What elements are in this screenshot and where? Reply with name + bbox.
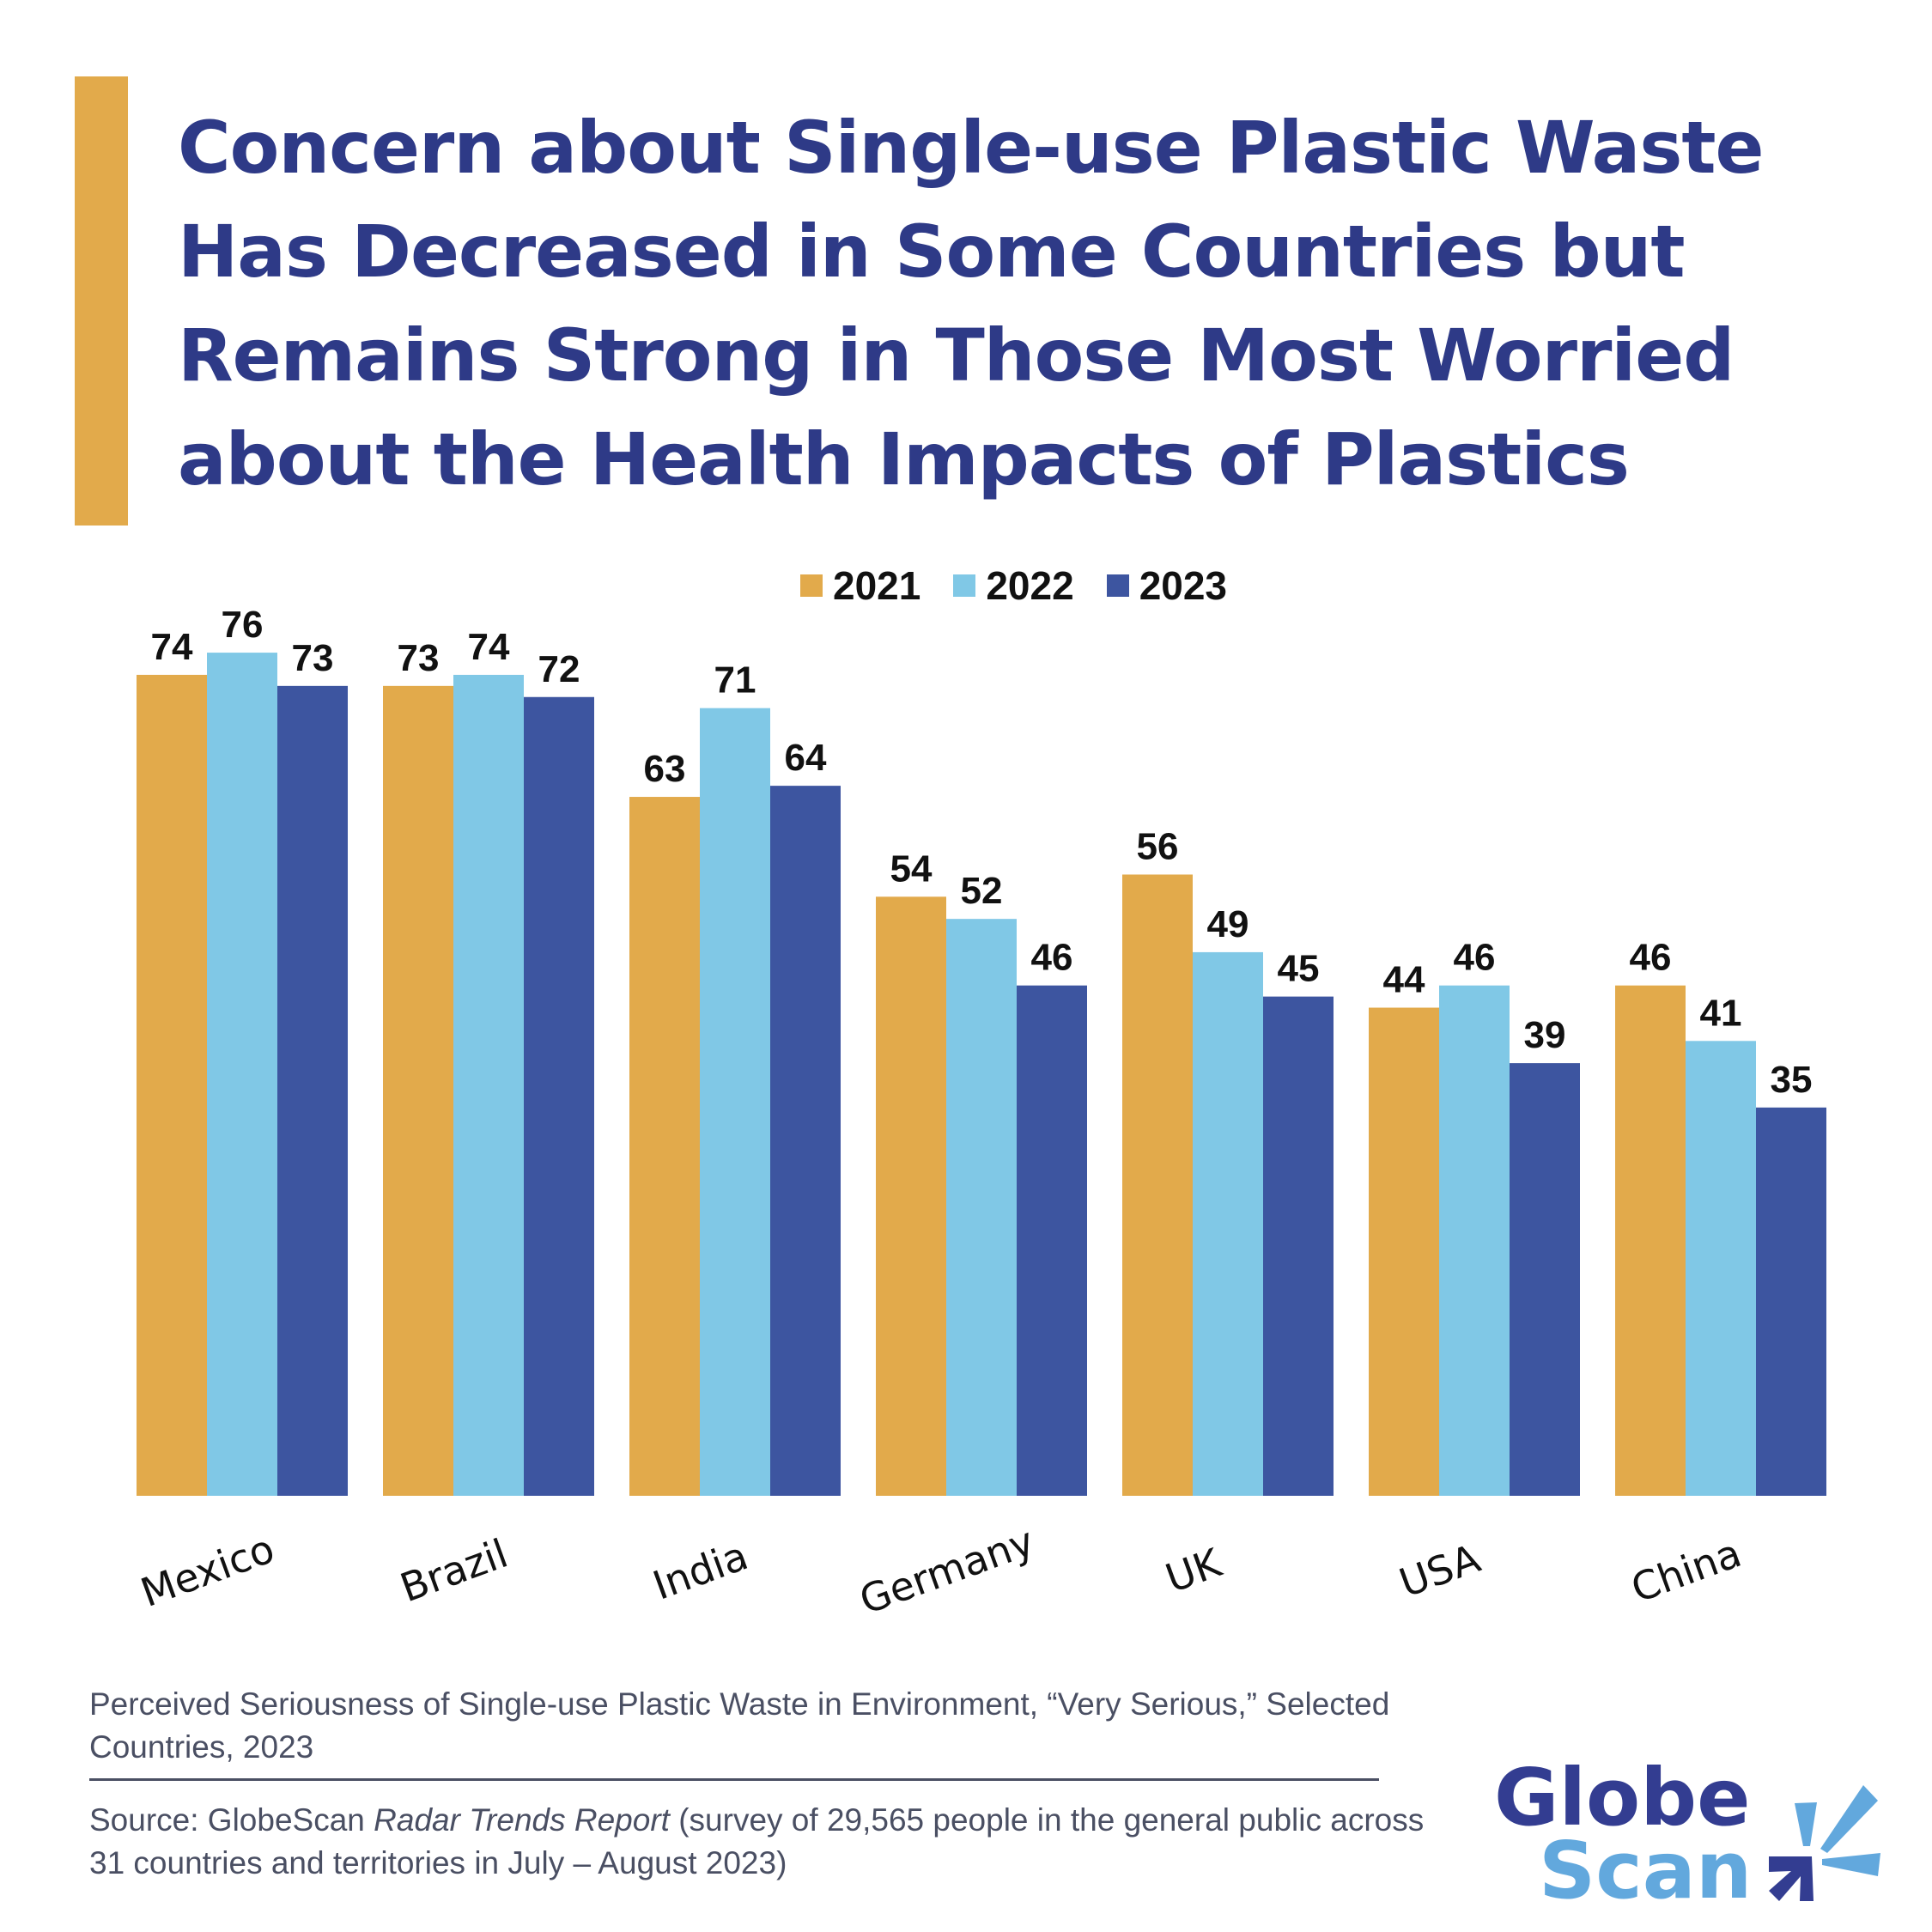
bar-brazil-2021 [383, 685, 453, 1496]
data-label-germany-2021: 54 [890, 848, 933, 890]
bar-uk-2022 [1193, 951, 1263, 1496]
chart-title: Concern about Single-use Plastic Waste H… [178, 106, 1764, 501]
legend-label-2021: 2021 [833, 563, 921, 608]
data-label-india-2022: 71 [714, 659, 756, 702]
legend-label-2023: 2023 [1139, 563, 1228, 608]
data-label-mexico-2021: 74 [151, 626, 193, 668]
bar-india-2022 [700, 708, 770, 1496]
data-label-germany-2023: 46 [1031, 937, 1073, 979]
legend-swatch-2021 [800, 574, 823, 597]
bar-india-2021 [629, 797, 700, 1496]
source-suffix: (survey of 29,565 people in the general … [89, 1802, 1425, 1880]
chart-caption: Perceived Seriousness of Single-use Plas… [89, 1686, 1390, 1765]
data-label-china-2021: 46 [1630, 937, 1672, 979]
data-label-germany-2022: 52 [961, 870, 1003, 912]
data-label-usa-2022: 46 [1454, 937, 1496, 979]
bar-usa-2021 [1369, 1007, 1439, 1496]
logo-scan: Scan [1539, 1825, 1752, 1915]
bar-brazil-2023 [524, 696, 594, 1496]
source-prefix: Source: GlobeScan [89, 1802, 374, 1838]
title-accent-bar [75, 76, 128, 526]
bar-china-2023 [1756, 1107, 1826, 1496]
bar-chart: 74 76 73 Mexico 73 74 72 Brazil 63 71 64 India 54 52 4… [135, 604, 1826, 1624]
data-label-uk-2022: 49 [1207, 903, 1249, 945]
legend-item-2022: 2022 [953, 562, 1074, 609]
bar-india-2023 [770, 786, 841, 1496]
bar-germany-2021 [876, 896, 946, 1496]
bar-germany-2022 [946, 919, 1017, 1496]
bar-uk-2023 [1263, 996, 1334, 1496]
source-report-name: Radar Trends Report [374, 1802, 670, 1838]
data-label-brazil-2021: 73 [398, 637, 440, 679]
legend-swatch-2023 [1106, 574, 1129, 597]
divider [89, 1778, 1379, 1781]
bar-mexico-2023 [277, 685, 348, 1496]
legend-item-2023: 2023 [1106, 562, 1228, 609]
bar-china-2021 [1615, 985, 1686, 1496]
bar-usa-2023 [1510, 1063, 1580, 1496]
globescan-logo: Globe Scan [1494, 1752, 1880, 1915]
data-label-china-2022: 41 [1700, 992, 1742, 1034]
category-label-uk: UK [1159, 1539, 1228, 1601]
data-label-mexico-2023: 73 [292, 637, 334, 679]
data-label-uk-2023: 45 [1278, 948, 1320, 990]
category-label-brazil: Brazil [394, 1530, 513, 1612]
bar-china-2022 [1686, 1041, 1756, 1496]
data-label-india-2023: 64 [785, 737, 827, 779]
bar-germany-2023 [1017, 985, 1087, 1496]
bar-usa-2022 [1439, 985, 1510, 1496]
data-label-india-2021: 63 [644, 748, 686, 790]
legend: 2021 2022 2023 [800, 562, 1227, 609]
category-label-germany: Germany [854, 1518, 1040, 1624]
logo-burst-icon [1769, 1785, 1880, 1901]
data-label-usa-2021: 44 [1383, 959, 1425, 1001]
source-note: Source: GlobeScan Radar Trends Report (s… [89, 1799, 1429, 1885]
data-label-mexico-2022: 76 [222, 604, 264, 646]
logo-globe: Globe [1494, 1752, 1751, 1844]
data-label-china-2023: 35 [1771, 1059, 1813, 1101]
data-label-brazil-2023: 72 [538, 648, 580, 690]
data-label-uk-2021: 56 [1137, 825, 1179, 867]
data-label-usa-2023: 39 [1524, 1014, 1566, 1056]
category-label-china: China [1625, 1529, 1747, 1612]
bar-mexico-2022 [207, 653, 277, 1496]
data-label-brazil-2022: 74 [468, 626, 510, 668]
category-label-india: India [647, 1532, 754, 1608]
legend-item-2021: 2021 [800, 562, 920, 609]
category-label-mexico: Mexico [135, 1525, 280, 1616]
category-label-usa: USA [1394, 1534, 1486, 1606]
bar-brazil-2022 [453, 674, 524, 1496]
legend-label-2022: 2022 [986, 563, 1074, 608]
bar-mexico-2021 [137, 674, 207, 1496]
bar-uk-2021 [1122, 874, 1193, 1496]
legend-swatch-2022 [953, 574, 976, 597]
